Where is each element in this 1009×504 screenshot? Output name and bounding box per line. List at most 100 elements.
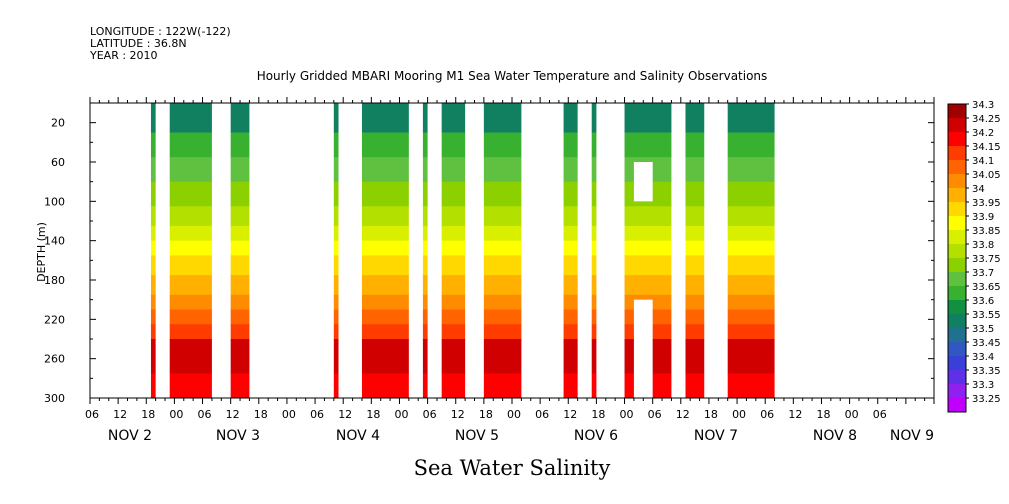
salinity-band <box>169 324 212 340</box>
salinity-band <box>483 103 522 133</box>
colorbar-label: 33.9 <box>972 212 994 223</box>
salinity-band <box>591 132 597 158</box>
salinity-band <box>563 225 578 242</box>
salinity-band <box>230 294 250 310</box>
salinity-band <box>361 157 409 183</box>
x-tick-label: 18 <box>141 408 155 421</box>
day-label: NOV 5 <box>455 428 499 444</box>
salinity-band <box>591 225 597 242</box>
salinity-band <box>727 240 775 256</box>
colorbar-swatch <box>948 398 966 412</box>
salinity-band <box>441 132 466 158</box>
y-tick-label: 220 <box>44 313 65 326</box>
salinity-band <box>361 324 409 340</box>
day-label: NOV 4 <box>336 428 380 444</box>
salinity-band <box>483 275 522 296</box>
salinity-band <box>333 324 339 340</box>
x-tick-label: 00 <box>282 408 296 421</box>
salinity-band <box>624 132 672 158</box>
salinity-band <box>563 324 578 340</box>
colorbar-label: 34.05 <box>972 170 1001 181</box>
y-tick-label: 60 <box>51 156 65 169</box>
salinity-band <box>333 206 339 227</box>
colorbar-label: 34.25 <box>972 114 1001 125</box>
salinity-band <box>422 275 428 296</box>
colorbar-swatch <box>948 146 966 160</box>
bottom-label: Sea Water Salinity <box>414 456 611 480</box>
colorbar-swatch <box>948 104 966 118</box>
x-tick-label: 12 <box>451 408 465 421</box>
salinity-band <box>727 294 775 310</box>
data-gap <box>633 299 653 398</box>
salinity-band <box>591 206 597 227</box>
salinity-band <box>441 157 466 183</box>
salinity-band <box>333 275 339 296</box>
y-axis-label: DEPTH (m) <box>35 222 48 282</box>
chart-title: Hourly Gridded MBARI Mooring M1 Sea Wate… <box>257 69 768 83</box>
salinity-band <box>563 132 578 158</box>
salinity-band <box>169 309 212 325</box>
salinity-band <box>624 240 672 256</box>
salinity-band <box>563 275 578 296</box>
salinity-band <box>563 157 578 183</box>
x-tick-label: 06 <box>873 408 887 421</box>
salinity-band <box>727 255 775 276</box>
salinity-band <box>685 339 705 374</box>
salinity-band <box>361 275 409 296</box>
salinity-band <box>230 132 250 158</box>
salinity-band <box>150 206 156 227</box>
salinity-band <box>361 181 409 207</box>
x-tick-label: 18 <box>704 408 718 421</box>
colorbar-swatch <box>948 244 966 258</box>
salinity-band <box>624 275 672 296</box>
salinity-band <box>422 324 428 340</box>
colorbar-label: 33.85 <box>972 226 1001 237</box>
x-tick-label: 06 <box>85 408 99 421</box>
salinity-band <box>591 240 597 256</box>
longitude-label: LONGITUDE : 122W(-122) <box>90 25 231 38</box>
salinity-band <box>422 225 428 242</box>
salinity-band <box>361 339 409 374</box>
salinity-band <box>361 206 409 227</box>
day-label: NOV 7 <box>694 428 738 444</box>
x-tick-label: 06 <box>760 408 774 421</box>
data-segment <box>563 103 578 398</box>
salinity-band <box>333 240 339 256</box>
salinity-band <box>441 103 466 133</box>
salinity-band <box>483 181 522 207</box>
salinity-band <box>150 103 156 133</box>
colorbar-label: 34.1 <box>972 156 994 167</box>
salinity-band <box>591 103 597 133</box>
salinity-band <box>483 206 522 227</box>
x-tick-label: 00 <box>732 408 746 421</box>
salinity-band <box>333 294 339 310</box>
colorbar-label: 33.3 <box>972 380 994 391</box>
salinity-band <box>230 103 250 133</box>
salinity-band <box>169 339 212 374</box>
data-segment <box>422 103 428 398</box>
colorbar-label: 34.15 <box>972 142 1001 153</box>
salinity-band <box>727 157 775 183</box>
salinity-band <box>361 309 409 325</box>
salinity-band <box>685 373 705 398</box>
salinity-band <box>150 309 156 325</box>
salinity-band <box>169 181 212 207</box>
salinity-band <box>441 181 466 207</box>
x-tick-label: 12 <box>226 408 240 421</box>
colorbar-swatch <box>948 216 966 230</box>
x-tick-label: 12 <box>563 408 577 421</box>
salinity-band <box>563 294 578 310</box>
colorbar-swatch <box>948 384 966 398</box>
data-segment <box>441 103 466 398</box>
y-tick-label: 100 <box>44 195 65 208</box>
salinity-band <box>422 255 428 276</box>
salinity-band <box>441 339 466 374</box>
colorbar-label: 33.5 <box>972 324 994 335</box>
data-gap <box>633 162 653 202</box>
x-tick-label: 12 <box>676 408 690 421</box>
data-segment <box>361 103 409 398</box>
salinity-band <box>727 339 775 374</box>
salinity-band <box>727 206 775 227</box>
salinity-band <box>483 294 522 310</box>
salinity-band <box>150 339 156 374</box>
